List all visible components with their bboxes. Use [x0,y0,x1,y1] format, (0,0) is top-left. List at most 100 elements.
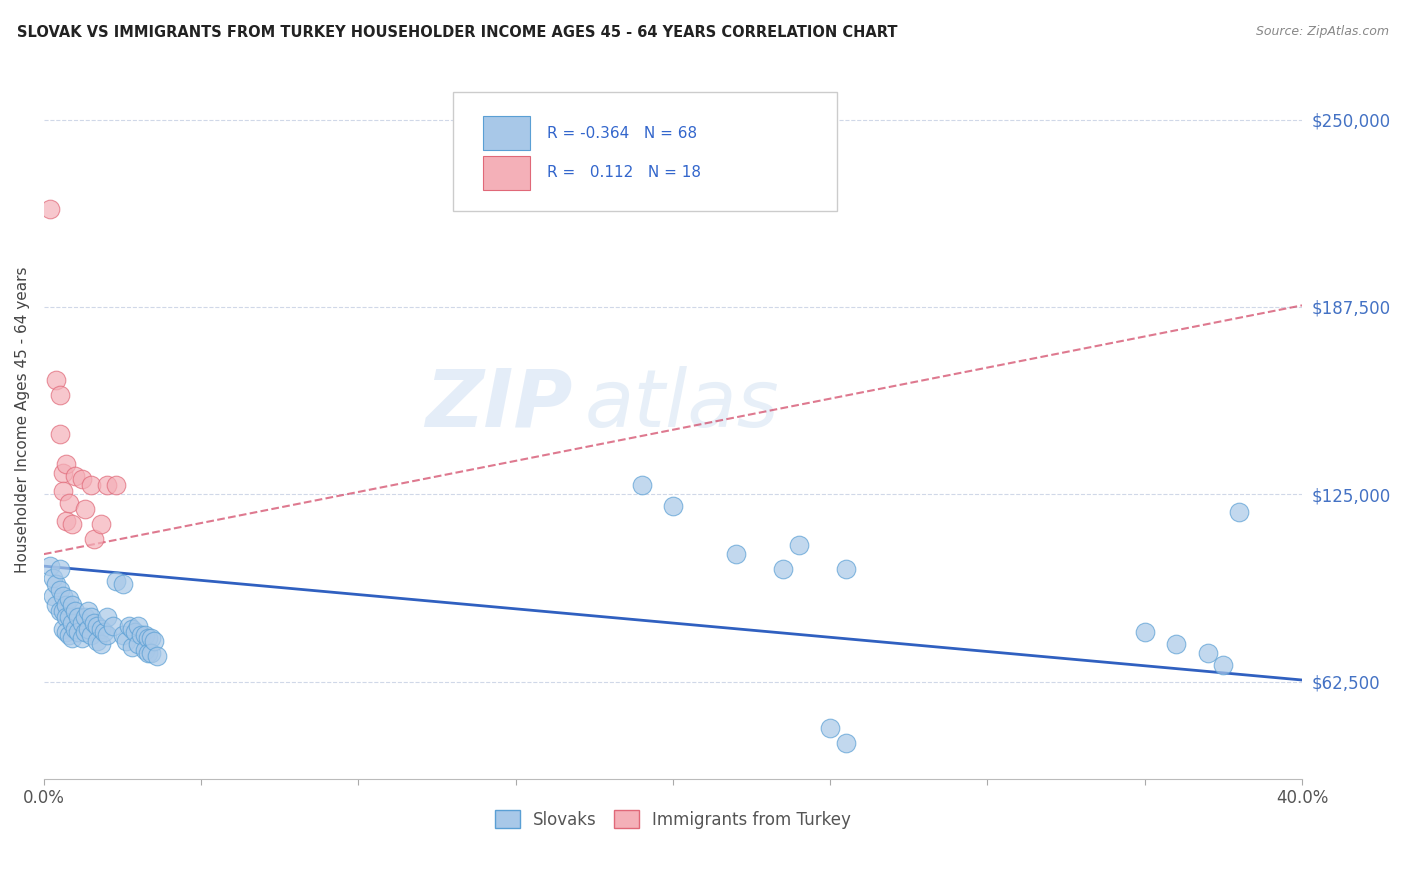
Text: ZIP: ZIP [425,366,572,444]
Point [65,604,87,618]
Point [662,499,685,513]
Point [83,616,105,631]
Point [55,514,77,528]
Legend: Slovaks, Immigrants from Turkey: Slovaks, Immigrants from Turkey [488,804,858,835]
Point [48,388,70,402]
FancyBboxPatch shape [484,156,530,190]
Point [45,598,67,612]
Point [86,634,108,648]
Point [127,637,149,651]
Text: SLOVAK VS IMMIGRANTS FROM TURKEY HOUSEHOLDER INCOME AGES 45 - 64 YEARS CORRELATI: SLOVAK VS IMMIGRANTS FROM TURKEY HOUSEHO… [17,25,897,40]
Point [105,574,128,588]
Point [52,467,75,481]
Point [58,496,80,510]
Point [67,625,90,640]
Point [105,478,128,492]
Point [96,478,118,492]
Point [58,628,80,642]
Point [55,610,77,624]
Point [52,484,75,499]
FancyBboxPatch shape [453,92,837,211]
Point [80,628,103,642]
Point [65,469,87,483]
Point [39,559,62,574]
Point [1227,505,1250,519]
Point [80,478,103,492]
Point [60,598,83,612]
Point [60,616,83,631]
Point [70,631,93,645]
Point [86,619,108,633]
Point [101,619,124,633]
Point [131,628,153,642]
Point [83,532,105,546]
Point [93,625,115,640]
Point [96,610,118,624]
Point [77,604,100,618]
Point [48,562,70,576]
Point [52,622,75,636]
Point [55,598,77,612]
Point [65,622,87,636]
Point [42,589,65,603]
Point [73,502,96,516]
Point [772,562,794,576]
Point [45,373,67,387]
Point [58,610,80,624]
Point [134,628,156,642]
Point [67,610,90,624]
Point [77,622,100,636]
Point [787,538,810,552]
Point [80,610,103,624]
Point [70,472,93,486]
Point [136,646,159,660]
Point [52,589,75,603]
Point [89,517,111,532]
Point [136,631,159,645]
Point [1197,646,1219,660]
FancyBboxPatch shape [484,117,530,150]
Point [134,643,156,657]
Point [111,628,134,642]
Point [121,640,143,654]
Text: atlas: atlas [585,366,780,444]
Point [139,646,162,660]
Text: R = -0.364   N = 68: R = -0.364 N = 68 [547,126,697,141]
Point [39,202,62,217]
Point [118,619,141,633]
Point [1166,637,1188,651]
Point [45,577,67,591]
Point [70,616,93,631]
Text: Source: ZipAtlas.com: Source: ZipAtlas.com [1256,25,1389,38]
Point [1212,658,1234,673]
Point [835,562,858,576]
Point [48,604,70,618]
Point [127,619,149,633]
Point [724,547,747,561]
Point [143,634,166,648]
Point [630,478,652,492]
Point [121,622,143,636]
Point [818,721,841,735]
Point [48,583,70,598]
Point [114,634,136,648]
Point [55,457,77,471]
Point [73,625,96,640]
Point [139,631,162,645]
Point [835,736,858,750]
Point [146,648,169,663]
Point [73,610,96,624]
Point [60,631,83,645]
Point [58,592,80,607]
Point [60,517,83,532]
Text: R =   0.112   N = 18: R = 0.112 N = 18 [547,165,702,180]
Point [89,622,111,636]
Point [89,637,111,651]
Point [55,625,77,640]
Point [42,571,65,585]
Point [52,604,75,618]
Point [124,625,146,640]
Point [1133,625,1156,640]
Point [48,427,70,442]
Point [111,577,134,591]
